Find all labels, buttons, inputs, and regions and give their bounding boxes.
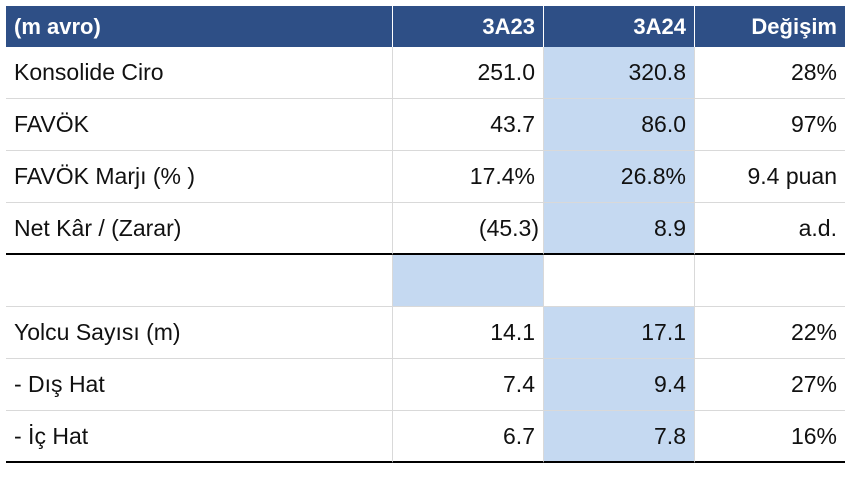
row-label: - İç Hat xyxy=(6,411,392,463)
value-3a24: 86.0 xyxy=(543,99,694,151)
table-row-domestic: - İç Hat 6.7 7.8 16% xyxy=(6,411,845,463)
value-3a24 xyxy=(543,255,694,307)
value-3a24: 7.8 xyxy=(543,411,694,463)
table-row-net-profit: Net Kâr / (Zarar) (45.3) 8.9 a.d. xyxy=(6,203,845,255)
value-change: 22% xyxy=(694,307,845,359)
table-row-spacer xyxy=(6,255,845,307)
financial-summary-table: (m avro) 3A23 3A24 Değişim Konsolide Cir… xyxy=(6,6,845,463)
row-label: Konsolide Ciro xyxy=(6,47,392,99)
value-3a24: 320.8 xyxy=(543,47,694,99)
value-change: 28% xyxy=(694,47,845,99)
table-row-international: - Dış Hat 7.4 9.4 27% xyxy=(6,359,845,411)
row-label: FAVÖK Marjı (% ) xyxy=(6,151,392,203)
value-change: 97% xyxy=(694,99,845,151)
value-3a23: 43.7 xyxy=(392,99,543,151)
value-3a23 xyxy=(392,255,543,307)
table-row-passengers: Yolcu Sayısı (m) 14.1 17.1 22% xyxy=(6,307,845,359)
value-change: 9.4 puan xyxy=(694,151,845,203)
value-3a23: 14.1 xyxy=(392,307,543,359)
value-3a24: 26.8% xyxy=(543,151,694,203)
value-3a23: 251.0 xyxy=(392,47,543,99)
value-3a24: 9.4 xyxy=(543,359,694,411)
row-label: FAVÖK xyxy=(6,99,392,151)
header-unit-label: (m avro) xyxy=(6,6,392,47)
table-header-row: (m avro) 3A23 3A24 Değişim xyxy=(6,6,845,47)
row-label: Yolcu Sayısı (m) xyxy=(6,307,392,359)
value-3a23: 7.4 xyxy=(392,359,543,411)
table-row-revenue: Konsolide Ciro 251.0 320.8 28% xyxy=(6,47,845,99)
value-change: 16% xyxy=(694,411,845,463)
header-col-3a24: 3A24 xyxy=(543,6,694,47)
table-row-ebitda: FAVÖK 43.7 86.0 97% xyxy=(6,99,845,151)
row-label: Net Kâr / (Zarar) xyxy=(6,203,392,255)
value-3a23: 6.7 xyxy=(392,411,543,463)
value-3a23: (45.3) xyxy=(392,203,543,255)
value-change: 27% xyxy=(694,359,845,411)
value-change xyxy=(694,255,845,307)
value-3a24: 17.1 xyxy=(543,307,694,359)
value-3a23: 17.4% xyxy=(392,151,543,203)
value-3a24: 8.9 xyxy=(543,203,694,255)
table-row-ebitda-margin: FAVÖK Marjı (% ) 17.4% 26.8% 9.4 puan xyxy=(6,151,845,203)
row-label: - Dış Hat xyxy=(6,359,392,411)
header-col-3a23: 3A23 xyxy=(392,6,543,47)
row-label xyxy=(6,255,392,307)
header-col-change: Değişim xyxy=(694,6,845,47)
value-change: a.d. xyxy=(694,203,845,255)
